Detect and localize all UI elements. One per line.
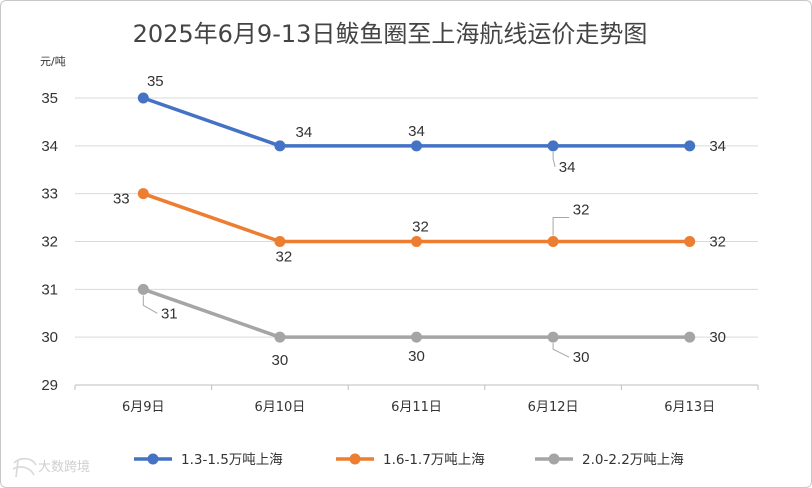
y-tick-label: 29 — [41, 377, 58, 394]
y-tick-label: 33 — [41, 186, 58, 203]
watermark-text: 大数跨境 — [38, 460, 90, 475]
data-point — [274, 331, 286, 343]
data-point — [684, 236, 696, 247]
x-tick-label: 6月10日 — [254, 400, 305, 415]
data-label: 34 — [709, 138, 726, 155]
data-label: 32 — [709, 234, 726, 251]
data-point — [137, 283, 149, 295]
data-point — [274, 140, 286, 152]
legend-marker — [147, 453, 159, 465]
x-tick-label: 6月11日 — [391, 400, 442, 415]
legend-label: 1.3-1.5万吨上海 — [181, 452, 283, 468]
data-label: 31 — [161, 305, 178, 322]
data-label: 30 — [573, 349, 590, 366]
legend-label: 2.0-2.2万吨上海 — [582, 452, 684, 468]
y-tick-label: 32 — [41, 234, 58, 251]
leader-line — [552, 217, 570, 236]
data-label: 30 — [272, 352, 289, 369]
data-labels: 35 34 34 34 34 33 32 32 32 32 31 30 30 30 30 — [113, 73, 726, 369]
data-point — [137, 92, 149, 104]
chart-title: 2025年6月9-13日鲅鱼圈至上海航线运价走势图 — [133, 20, 648, 48]
data-point — [411, 236, 422, 247]
axes: 29 30 31 32 33 34 35 6月9日 6月10日 6月11日 6月12日 6月13日 — [41, 90, 759, 415]
legend-marker — [548, 453, 560, 465]
data-point — [547, 331, 559, 343]
data-point — [547, 140, 559, 152]
y-axis-unit-label: 元/吨 — [40, 55, 66, 68]
y-tick-label: 35 — [41, 90, 58, 107]
leader-line — [552, 151, 556, 167]
data-label: 34 — [296, 124, 313, 141]
series-line-3 — [142, 287, 690, 339]
data-point — [274, 236, 286, 247]
x-tick-label: 6月9日 — [122, 400, 165, 415]
legend-label: 1.6-1.7万吨上海 — [383, 452, 485, 468]
x-tick-label: 6月12日 — [528, 400, 579, 415]
y-tick-label: 31 — [41, 281, 58, 298]
data-point — [684, 331, 696, 343]
data-label: 35 — [147, 73, 164, 90]
y-tick-label: 34 — [41, 138, 58, 155]
legend-item: 2.0-2.2万吨上海 — [535, 452, 684, 468]
data-label: 32 — [412, 219, 429, 236]
data-label: 30 — [408, 348, 425, 365]
x-tick-label: 6月13日 — [664, 400, 715, 415]
data-label: 33 — [113, 191, 130, 208]
data-point — [684, 140, 696, 152]
data-point — [411, 331, 422, 343]
data-label: 30 — [709, 329, 726, 346]
legend: 1.3-1.5万吨上海 1.6-1.7万吨上海 2.0-2.2万吨上海 — [134, 452, 684, 468]
legend-item: 1.6-1.7万吨上海 — [336, 452, 485, 468]
series-group — [137, 92, 696, 343]
data-label: 34 — [408, 123, 425, 140]
data-label: 32 — [276, 249, 293, 266]
watermark-logo-icon — [12, 457, 37, 478]
data-label: 32 — [573, 202, 590, 219]
watermark: 大数跨境 — [12, 457, 90, 478]
data-point — [411, 140, 422, 152]
leader-line — [142, 295, 158, 314]
leader-line — [552, 343, 570, 358]
legend-item: 1.3-1.5万吨上海 — [134, 452, 283, 468]
data-point — [137, 188, 149, 200]
data-label: 34 — [559, 159, 576, 176]
y-tick-label: 30 — [41, 329, 58, 346]
data-point — [547, 236, 559, 247]
legend-marker — [349, 453, 361, 465]
